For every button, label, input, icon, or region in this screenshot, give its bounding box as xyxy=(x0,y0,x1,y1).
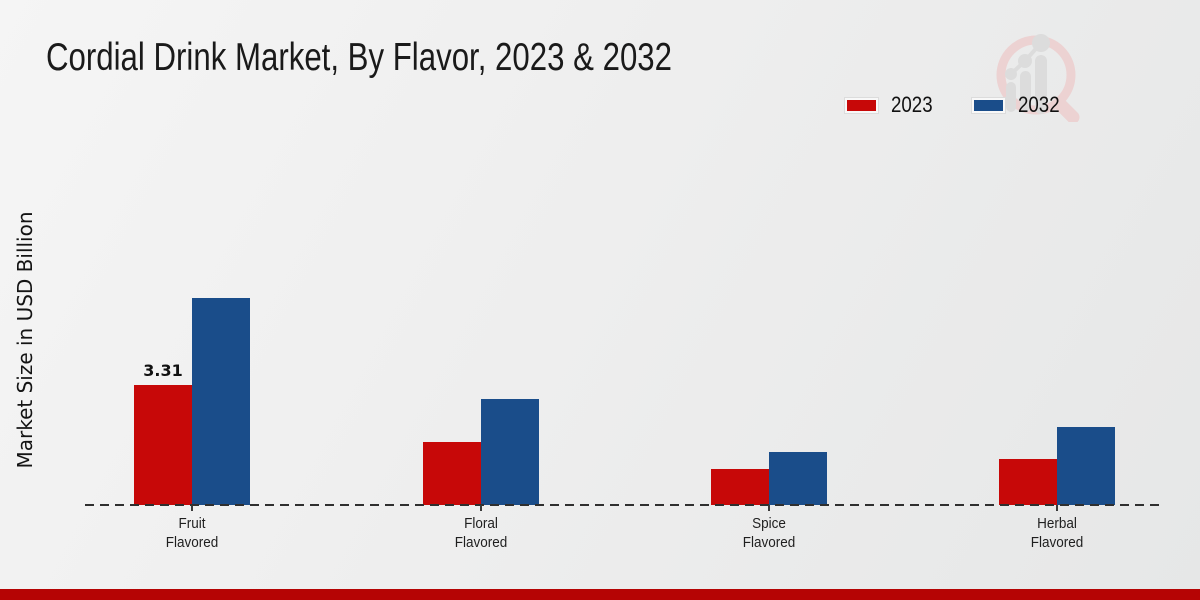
legend: 2023 2032 xyxy=(845,92,1067,118)
bar-2023-spice-flavored xyxy=(711,469,769,505)
legend-entry-2032: 2032 xyxy=(971,92,1067,118)
legend-swatch-2032 xyxy=(971,97,1005,113)
bar-2023-floral-flavored xyxy=(423,442,481,505)
legend-label-2023: 2023 xyxy=(891,92,933,117)
bar-2032-herbal-flavored xyxy=(1057,427,1115,505)
footer-red-band xyxy=(0,589,1200,600)
bar-2032-spice-flavored xyxy=(769,452,827,505)
category-label-spice-flavored: Spice Flavored xyxy=(742,515,796,551)
x-axis-tick xyxy=(1056,505,1058,511)
legend-swatch-2023 xyxy=(845,97,878,113)
bar-2032-fruit-flavored xyxy=(192,298,250,505)
legend-label-2032: 2032 xyxy=(1017,92,1060,117)
bar-2023-herbal-flavored xyxy=(999,459,1057,505)
magnifier-bar-chart-logo-icon xyxy=(996,34,1080,122)
category-label-herbal-flavored: Herbal Flavored xyxy=(1030,515,1084,551)
chart-title: Cordial Drink Market, By Flavor, 2023 & … xyxy=(46,36,673,79)
category-label-fruit-flavored: Fruit Flavored xyxy=(165,515,219,551)
bar-2032-floral-flavored xyxy=(481,399,539,505)
bar-2023-fruit-flavored xyxy=(134,385,192,505)
x-axis-dashed-baseline xyxy=(85,504,1165,506)
legend-entry-2023: 2023 xyxy=(845,92,940,118)
bar-value-label: 3.31 xyxy=(143,361,183,380)
x-axis-tick xyxy=(480,505,482,511)
x-axis-tick xyxy=(191,505,193,511)
category-label-floral-flavored: Floral Flavored xyxy=(454,515,508,551)
x-axis-tick xyxy=(768,505,770,511)
